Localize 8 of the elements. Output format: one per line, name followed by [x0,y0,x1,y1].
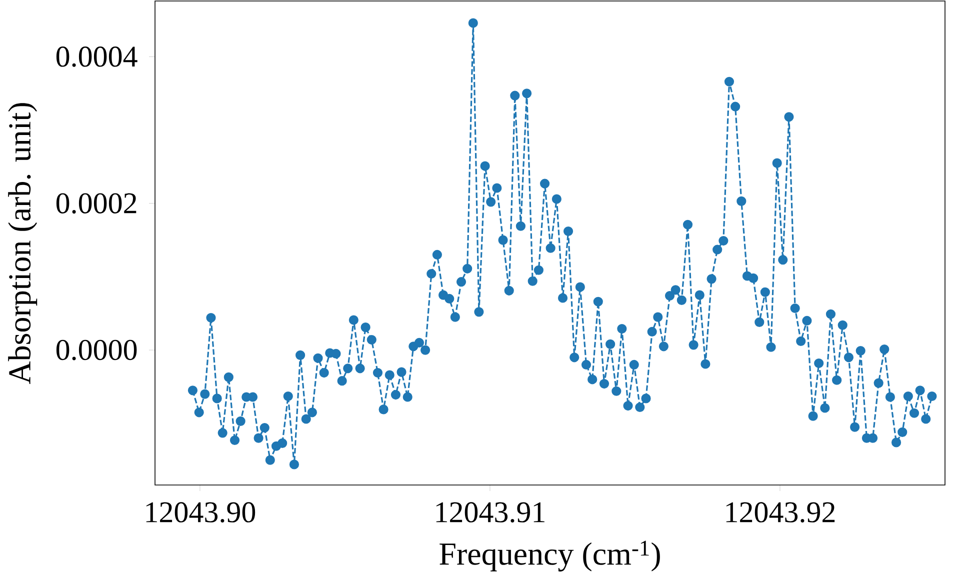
x-tick-label: 12043.91 [436,502,544,523]
y-tick-label: 0.0000 [56,340,137,360]
y-axis-title: Absorption (arb. unit) [8,103,38,384]
y-tick-label: 0.0002 [56,193,136,214]
y-tick-label: 0.0004 [56,46,138,67]
x-axis-title: Frequency (cm$^{-1}$) [440,540,660,572]
x-tick-label: 12043.90 [146,502,256,523]
x-tick-label: 12043.92 [726,502,835,523]
